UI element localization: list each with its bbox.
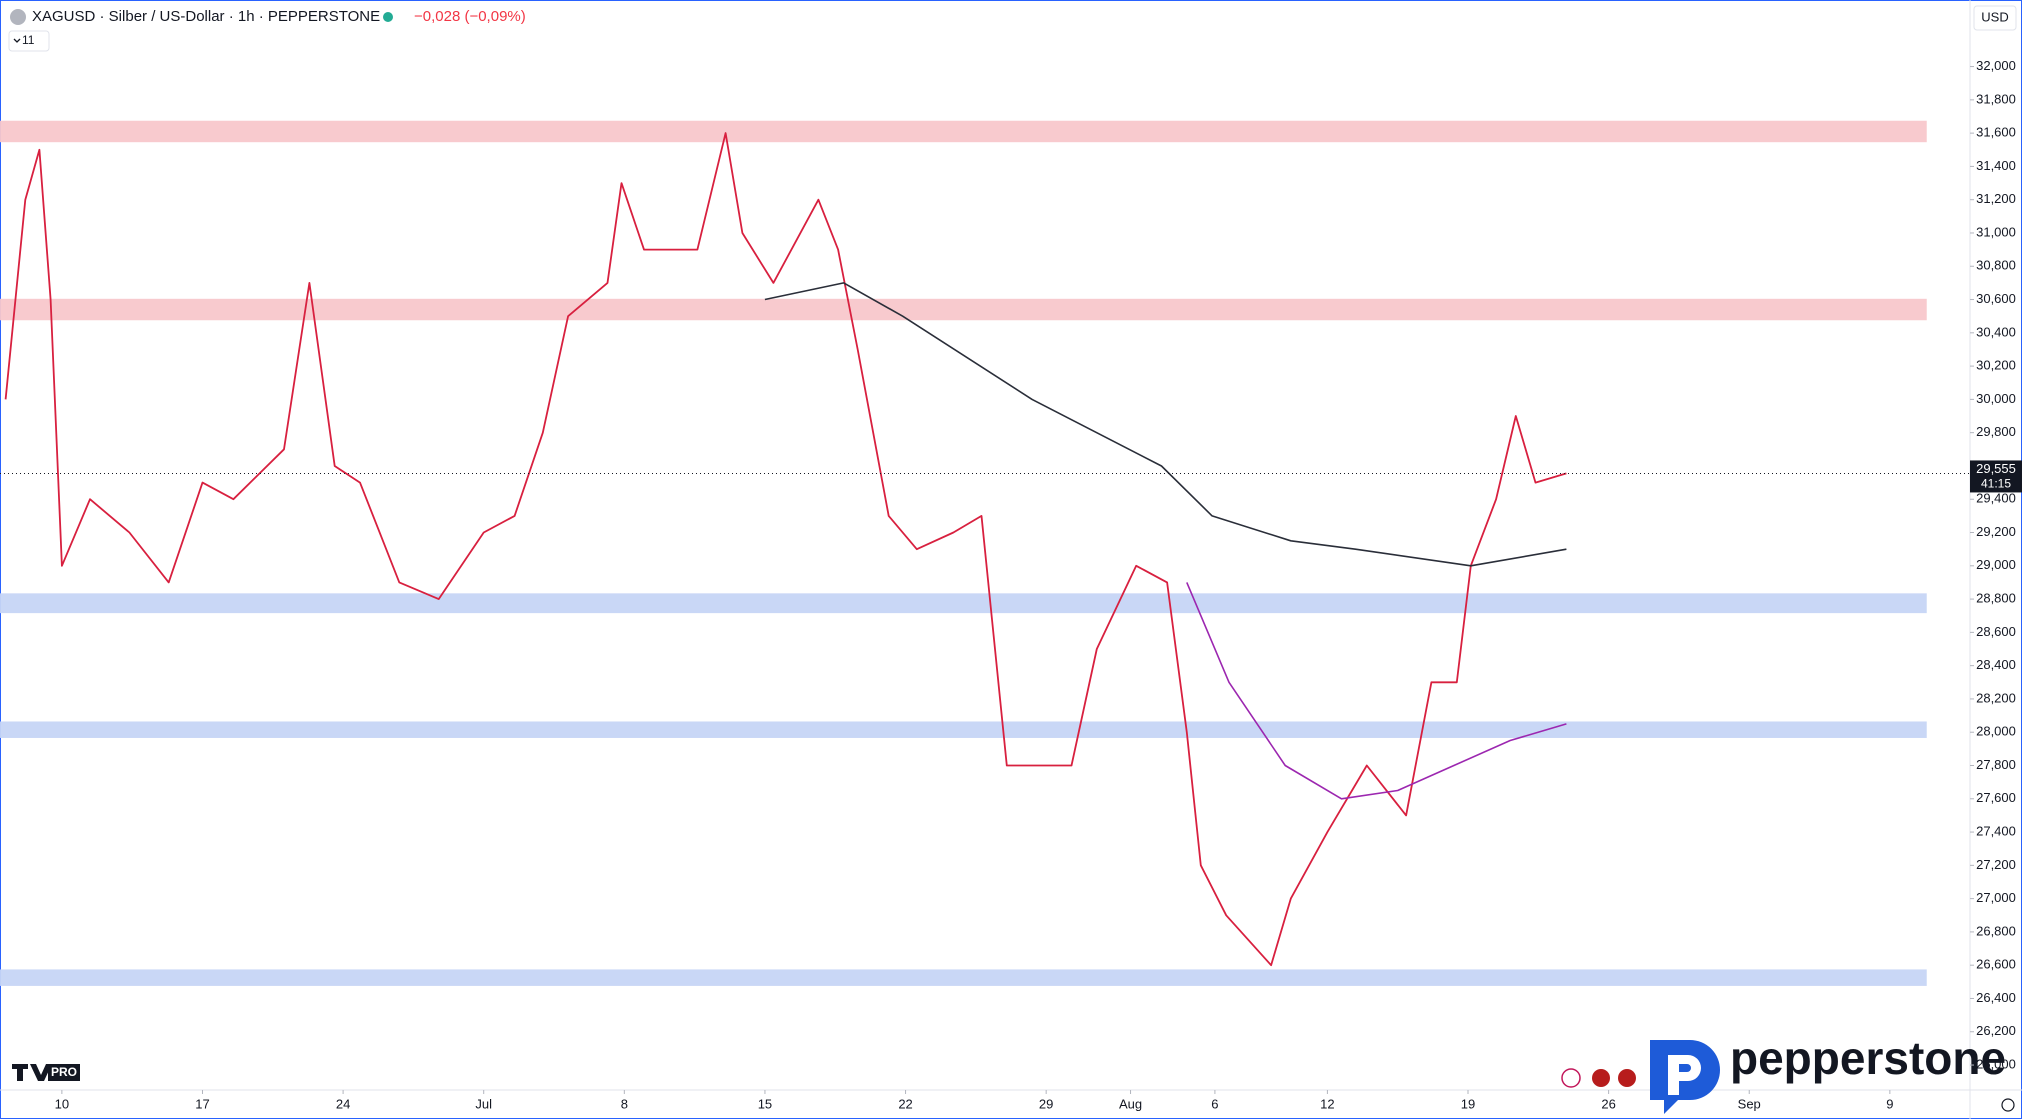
x-tick-label: Aug: [1119, 1096, 1142, 1111]
event-icon[interactable]: [1561, 1068, 1581, 1088]
currency-label[interactable]: USD: [1981, 9, 2008, 24]
y-tick-label: 29,200: [1976, 524, 2016, 539]
y-tick-label: 27,400: [1976, 823, 2016, 838]
countdown: 41:15: [1981, 477, 2011, 491]
y-tick-label: 26,200: [1976, 1023, 2016, 1038]
y-tick-label: 29,800: [1976, 424, 2016, 439]
y-tick-label: 28,600: [1976, 624, 2016, 639]
chevron-icon: [13, 38, 21, 43]
last-price-box: [1970, 460, 2022, 493]
x-tick-label: 19: [1461, 1096, 1475, 1111]
indicator-toggle[interactable]: [8, 30, 50, 52]
y-tick-label: 29,400: [1976, 491, 2016, 506]
y-tick-label: 27,200: [1976, 857, 2016, 872]
zone: [0, 120, 1927, 143]
y-tick-label: 31,800: [1976, 91, 2016, 106]
x-tick-label: 22: [898, 1096, 912, 1111]
y-tick-label: 30,400: [1976, 324, 2016, 339]
series-line: [1186, 582, 1567, 800]
x-tick-label: 9: [1886, 1096, 1893, 1111]
zone: [0, 593, 1927, 614]
zone: [0, 969, 1927, 986]
zone: [0, 721, 1927, 738]
x-tick-label: Jul: [475, 1096, 492, 1111]
y-tick-label: 28,200: [1976, 690, 2016, 705]
last-price-label: 29,555: [1976, 461, 2016, 476]
event-icon[interactable]: [1618, 1069, 1636, 1087]
y-tick-label: 30,600: [1976, 291, 2016, 306]
x-tick-label: 6: [1211, 1096, 1218, 1111]
y-tick-label: 32,000: [1976, 58, 2016, 73]
x-tick-label: Sep: [1738, 1096, 1761, 1111]
event-icon[interactable]: [1592, 1069, 1610, 1087]
x-tick-label: 26: [1601, 1096, 1615, 1111]
x-tick-label: 10: [55, 1096, 69, 1111]
y-tick-label: 27,600: [1976, 790, 2016, 805]
series-line: [764, 282, 1567, 567]
symbol-icon: [10, 9, 26, 25]
x-tick-label: 8: [621, 1096, 628, 1111]
tv-logo: [12, 1064, 52, 1081]
indicator-count[interactable]: 11: [22, 33, 35, 47]
x-tick-label: 15: [758, 1096, 772, 1111]
y-tick-label: 30,000: [1976, 391, 2016, 406]
y-tick-label: 27,000: [1976, 890, 2016, 905]
y-tick-label: 26,000: [1976, 1056, 2016, 1071]
series-line: [4, 132, 1567, 967]
pro-label: PRO: [51, 1065, 77, 1079]
y-tick-label: 29,000: [1976, 557, 2016, 572]
x-tick-label: 12: [1320, 1096, 1334, 1111]
price-change: −0,028 (−0,09%): [414, 8, 526, 25]
brand-icon-p: [1668, 1055, 1701, 1095]
x-tick-label: 24: [336, 1096, 350, 1111]
y-tick-label: 31,000: [1976, 224, 2016, 239]
y-tick-label: 31,200: [1976, 191, 2016, 206]
x-tick-label: 29: [1039, 1096, 1053, 1111]
zone: [0, 298, 1927, 321]
y-tick-label: 31,600: [1976, 125, 2016, 140]
currency-button[interactable]: [1973, 5, 2017, 31]
y-tick-label: 27,800: [1976, 757, 2016, 772]
y-tick-label: 26,600: [1976, 957, 2016, 972]
y-tick-label: 30,800: [1976, 258, 2016, 273]
brand-name: pepperstone: [1730, 1032, 2006, 1084]
y-tick-label: 28,800: [1976, 591, 2016, 606]
y-tick-label: 28,000: [1976, 724, 2016, 739]
plot-area: [0, 120, 1970, 986]
y-tick-label: 26,800: [1976, 923, 2016, 938]
x-tick-label: 17: [195, 1096, 209, 1111]
market-status: [383, 12, 393, 22]
settings-icon[interactable]: [2001, 1098, 2015, 1112]
pro-badge: [48, 1064, 80, 1081]
y-tick-label: 30,200: [1976, 358, 2016, 373]
y-tick-label: 28,400: [1976, 657, 2016, 672]
symbol-title[interactable]: XAGUSD · Silber / US-Dollar · 1h · PEPPE…: [32, 8, 380, 25]
y-tick-label: 31,400: [1976, 158, 2016, 173]
y-tick-label: 26,400: [1976, 990, 2016, 1005]
